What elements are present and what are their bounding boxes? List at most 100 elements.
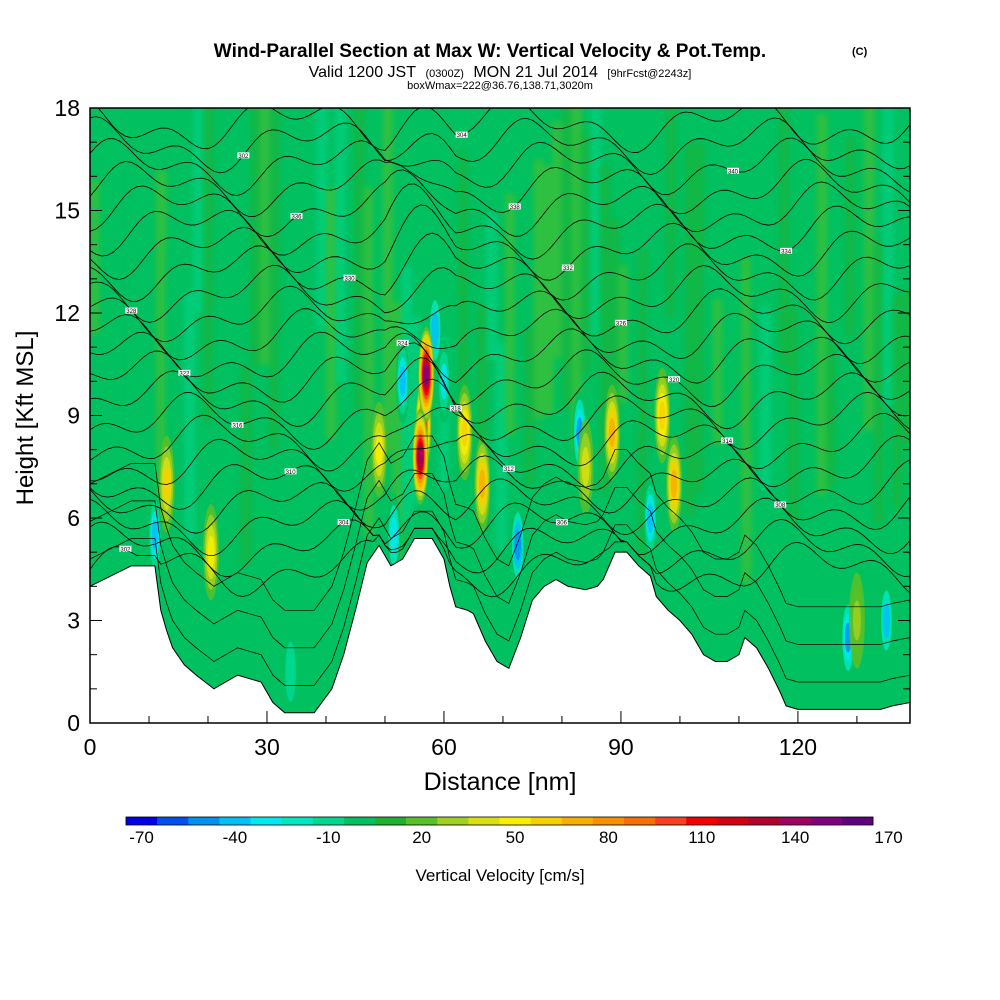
colorbar-swatch (126, 817, 158, 825)
x-tick-label: 120 (779, 734, 817, 760)
velocity-streak (599, 164, 611, 494)
velocity-streak (184, 292, 195, 539)
isentrope-label: 302 (120, 547, 131, 553)
x-tick-label: 30 (254, 734, 280, 760)
isentrope-label: 316 (232, 423, 243, 429)
y-tick-label: 3 (67, 608, 80, 634)
isentrope-label: 324 (398, 341, 409, 347)
isentrope-label-bg (780, 247, 793, 254)
chart-subtitle: Valid 1200 JST (0300Z) MON 21 Jul 2014 [… (309, 64, 692, 81)
isentrope-label: 322 (179, 371, 190, 377)
chart-title: Wind-Parallel Section at Max W: Vertical… (214, 41, 766, 62)
colorbar-swatch (375, 817, 407, 825)
isentrope-label: 304 (457, 133, 468, 139)
y-tick-label: 18 (54, 95, 80, 121)
velocity-streak (259, 108, 271, 365)
isentrope-line (90, 527, 910, 598)
isentrope-line (90, 357, 910, 430)
updraft-contour (375, 433, 383, 467)
isentrope-line (90, 264, 910, 324)
isentrope-label-bg (284, 468, 297, 475)
velocity-streak (241, 367, 252, 564)
downdraft-contour (514, 530, 521, 561)
isentrope-label: 302 (238, 154, 249, 160)
subtitle-valid: Valid 1200 JST (309, 64, 417, 81)
isentrope-label-bg (231, 421, 244, 428)
plot-area: 302 304 306 308 310 312 314 316 318 320 322 324 326 3… (90, 108, 910, 723)
isentrope-line (90, 455, 910, 514)
velocity-streak (288, 108, 299, 413)
colorbar-tick-label: -70 (129, 828, 154, 847)
velocity-streak (392, 302, 403, 561)
colorbar-tick-label: -40 (223, 828, 248, 847)
isentrope-label-bg (125, 307, 138, 314)
isentrope-line (90, 183, 910, 260)
velocity-streak (203, 108, 214, 424)
isentrope-label-bg (119, 545, 132, 552)
colorbar-swatch (219, 817, 251, 825)
isentrope-label-bg (343, 274, 356, 281)
colorbar-swatch (499, 817, 531, 825)
velocity-streak (495, 342, 507, 550)
isentrope-line (90, 137, 910, 196)
colorbar-swatch (561, 817, 594, 825)
velocity-streak (835, 242, 847, 564)
velocity-streak (618, 265, 630, 403)
velocity-streak (845, 137, 856, 337)
velocity-streak (486, 213, 497, 360)
velocity-streak (826, 340, 837, 488)
potential-temperature-labels: 302 304 306 308 310 312 314 316 318 320 322 324 326 3… (119, 131, 793, 553)
vertical-velocity-field (90, 108, 910, 584)
isentrope-label: 312 (504, 467, 515, 473)
updraft-contour (423, 364, 429, 385)
velocity-streak (882, 108, 894, 407)
isentrope-label-bg (614, 319, 627, 326)
isentrope-line (90, 204, 910, 281)
y-tick-label: 0 (67, 710, 80, 736)
velocity-streak (712, 298, 724, 445)
velocity-streak (316, 108, 327, 330)
isentrope-label-bg (555, 519, 568, 526)
velocity-streak (108, 142, 120, 450)
velocity-streak (307, 196, 318, 440)
velocity-streak (420, 223, 431, 384)
velocity-streak (628, 108, 639, 473)
isentrope-label-bg (455, 131, 468, 138)
downdraft-contour (286, 653, 295, 690)
colorbar-swatch (717, 817, 749, 825)
velocity-streak (892, 294, 903, 509)
isentrope-label-bg (668, 376, 681, 383)
updraft-contour (852, 600, 861, 641)
velocity-streak (571, 108, 582, 452)
velocity-streak (429, 108, 441, 327)
velocity-streak (250, 108, 261, 366)
velocity-streak (231, 340, 243, 528)
velocity-streak (788, 306, 799, 524)
velocity-streak (675, 233, 686, 421)
colorbar-swatch (686, 817, 718, 825)
subtitle-date: MON 21 Jul 2014 (473, 64, 598, 81)
colorbar-swatch (592, 817, 625, 825)
x-axis-label: Distance [nm] (424, 768, 577, 796)
isentrope-label: 336 (291, 214, 302, 220)
subtitle-fcst: [9hrFcst@2243z] (607, 68, 691, 80)
y-axis-label: Height [Kft MSL] (12, 331, 39, 506)
velocity-streak (118, 161, 129, 554)
velocity-streak (854, 345, 865, 513)
velocity-streak (382, 108, 394, 454)
velocity-streak (769, 160, 781, 318)
isentrope-label-bg (502, 465, 515, 472)
velocity-streak (533, 159, 545, 420)
colorbar-tick-label: 20 (412, 828, 431, 847)
velocity-streak (665, 108, 677, 318)
isentrope-label-bg (290, 212, 303, 219)
isentrope-label: 326 (616, 321, 627, 327)
velocity-streak (731, 247, 743, 461)
colorbar-swatch (406, 817, 438, 825)
velocity-streak (325, 188, 337, 440)
velocity-streak (448, 108, 460, 487)
terrain (90, 538, 910, 723)
colorbar-swatch (530, 817, 563, 825)
velocity-streak (278, 320, 290, 503)
